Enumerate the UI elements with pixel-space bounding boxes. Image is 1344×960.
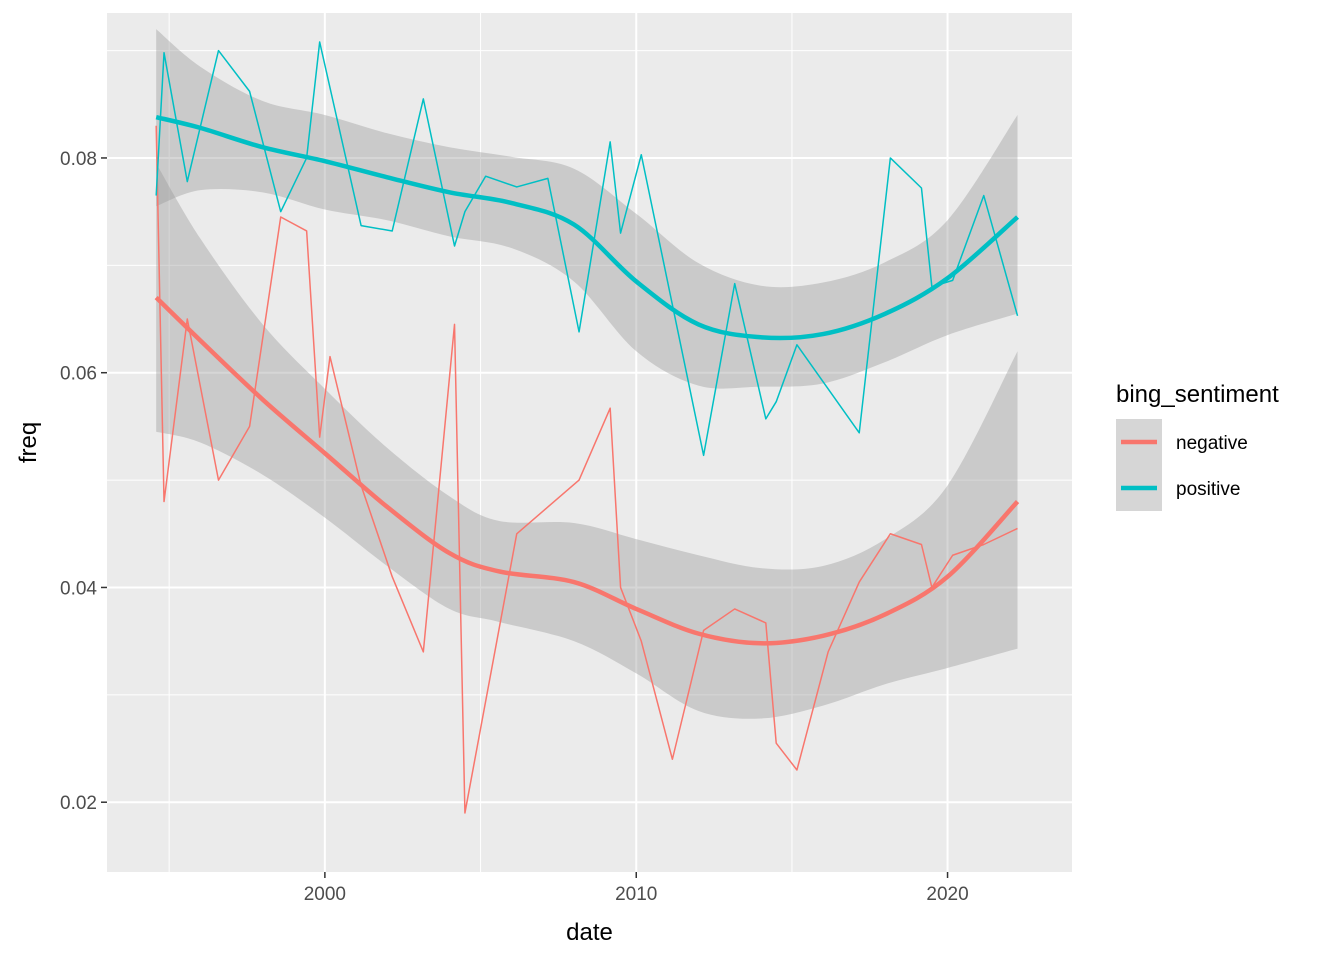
x-tick-label: 2010	[615, 884, 657, 905]
grid-major	[107, 13, 1072, 872]
smooth-negative	[154, 295, 1020, 646]
y-tick-label: 0.08	[60, 149, 97, 170]
confidence-ribbons	[156, 29, 1018, 719]
y-tick-label: 0.04	[60, 578, 97, 599]
x-tick-label: 2020	[926, 884, 968, 905]
legend-label-positive: positive	[1176, 479, 1240, 500]
line-positive	[155, 41, 1019, 457]
y-tick-label: 0.06	[60, 364, 97, 385]
legend: bing_sentiment negative positive	[1116, 381, 1279, 511]
y-axis: 0.02 0.04 0.06 0.08	[60, 149, 107, 814]
x-tick-label: 2000	[304, 884, 346, 905]
legend-label-negative: negative	[1176, 433, 1248, 454]
y-tick-label: 0.02	[60, 793, 97, 814]
panel-background	[107, 13, 1072, 872]
y-axis-title: freq	[15, 422, 42, 463]
ribbon-negative	[156, 163, 1018, 719]
line-negative	[155, 125, 1018, 814]
smooth-positive	[155, 114, 1020, 341]
smooth-lines	[154, 114, 1020, 646]
legend-title: bing_sentiment	[1116, 381, 1279, 408]
x-axis: 2000 2010 2020	[304, 872, 969, 905]
series-lines	[155, 41, 1019, 814]
x-axis-title: date	[566, 919, 613, 946]
ribbon-positive	[156, 29, 1018, 389]
